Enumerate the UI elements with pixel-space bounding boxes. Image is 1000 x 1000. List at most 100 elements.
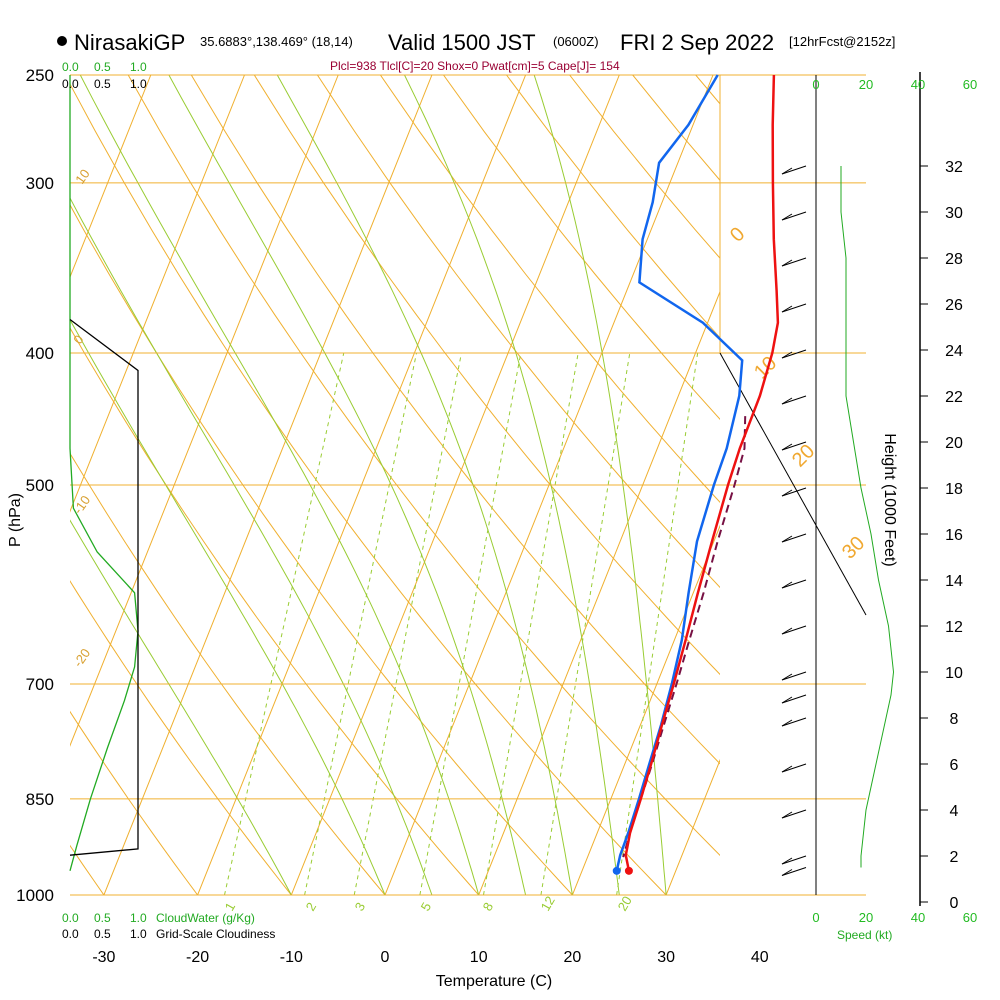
wind-barb <box>781 763 807 773</box>
wind-barb-flag <box>781 397 793 405</box>
indices-line: Plcl=938 Tlcl[C]=20 Shox=0 Pwat[cm]=5 Ca… <box>330 59 620 73</box>
wind-barb <box>781 441 807 451</box>
cloudwater-scale-tick: 0.0 <box>62 60 79 74</box>
wind-barb <box>781 717 807 727</box>
mixing-ratio-line <box>616 352 699 895</box>
wind-speed-line <box>840 166 895 868</box>
dry-adiabat-line <box>190 75 720 765</box>
moist-adiabat-line <box>276 75 573 895</box>
wind-barb <box>781 395 807 405</box>
temperature-tick-label: 40 <box>751 949 769 966</box>
wind-barb-flag <box>781 765 793 773</box>
pressure-tick-label: 850 <box>26 790 54 809</box>
cloudwater-scale-tick: 0.0 <box>62 911 79 925</box>
dry-adiabat-label: -20 <box>70 646 93 670</box>
height-tick-label: 0 <box>950 895 959 912</box>
temperature-line <box>624 74 780 872</box>
dry-adiabat-line <box>316 75 720 589</box>
cloudiness-scale-tick: 1.0 <box>130 77 147 91</box>
mixing-ratio-label: 8 <box>480 900 497 914</box>
height-tick-label: 24 <box>945 343 963 360</box>
dry-adiabat-line <box>379 75 720 504</box>
wind-barb-flag <box>781 535 793 543</box>
mixing-ratio-line <box>540 352 631 895</box>
speed-scale-tick: 20 <box>859 910 873 925</box>
cloudwater-scale-tick: 0.5 <box>94 911 111 925</box>
temperature-tick-label: 20 <box>564 949 582 966</box>
wind-barb <box>781 533 807 543</box>
speed-scale-tick: 60 <box>963 77 977 92</box>
station-dot-icon <box>57 36 67 46</box>
moist-adiabat-line <box>404 75 620 895</box>
height-tick-label: 4 <box>950 803 959 820</box>
cloudwater-scale-tick: 1.0 <box>130 911 147 925</box>
wind-barb <box>781 694 807 704</box>
side-panels <box>69 72 928 906</box>
dry-adiabat-line <box>253 75 720 676</box>
wind-barb-flag <box>781 167 793 175</box>
height-tick-label: 10 <box>945 665 963 682</box>
height-tick-label: 22 <box>945 389 963 406</box>
cloudiness-scale-tick: 0.0 <box>62 927 79 941</box>
dry-adiabat-line <box>443 75 720 420</box>
speed-scale-tick: 20 <box>859 77 873 92</box>
wind-barb <box>781 211 807 221</box>
temperature-tick-label: -10 <box>280 949 303 966</box>
temperature-tick-label: 30 <box>657 949 675 966</box>
height-tick-label: 14 <box>945 573 963 590</box>
cloudiness-scale-tick: 0.0 <box>62 77 79 91</box>
wind-barb-flag <box>781 811 793 819</box>
wind-barb <box>781 579 807 589</box>
y-axis-title: P (hPa) <box>7 493 24 547</box>
cloudiness-scale-tick: 1.0 <box>130 927 147 941</box>
valid-zulu: (0600Z) <box>553 34 599 49</box>
moist-adiabat-line <box>79 75 480 895</box>
dry-adiabat-label: 30 <box>838 532 869 563</box>
mixing-ratio-label: 20 <box>615 893 635 913</box>
dry-adiabat-line <box>506 75 720 339</box>
speed-scale-tick: 0 <box>812 77 819 92</box>
pressure-tick-label: 1000 <box>16 886 54 905</box>
mixing-ratio-label: 3 <box>352 900 369 914</box>
wind-barb <box>781 487 807 497</box>
cloudiness-line <box>69 318 139 856</box>
speed-scale-tick: 60 <box>963 910 977 925</box>
dry-adiabat-label: 10 <box>72 166 93 186</box>
wind-barb-flag <box>781 719 793 727</box>
profile-lines <box>612 74 780 875</box>
dewpoint-surface-dot <box>612 866 621 875</box>
axis-labels: 0.00.00.00.00.50.50.50.51.01.01.01.02503… <box>16 60 977 966</box>
height-tick-label: 30 <box>945 205 963 222</box>
temperature-tick-label: 10 <box>470 949 488 966</box>
mixing-ratio-line <box>353 352 462 895</box>
moist-adiabat-line <box>70 196 433 895</box>
wind-barb <box>781 257 807 267</box>
wind-barb-flag <box>781 351 793 359</box>
station-coords: 35.6883°,138.469° (18,14) <box>200 34 353 49</box>
height-tick-label: 20 <box>945 435 963 452</box>
temperature-tick-label: 0 <box>381 949 390 966</box>
dry-adiabat-line <box>70 326 480 895</box>
dry-adiabat-line <box>127 75 720 857</box>
height-tick-label: 18 <box>945 481 963 498</box>
valid-time: Valid 1500 JST <box>388 30 536 55</box>
wind-barb-flag <box>781 869 793 876</box>
mixing-ratio-label: 12 <box>538 893 558 913</box>
speed-label: Speed (kt) <box>837 928 892 942</box>
wind-barb-flag <box>781 857 793 865</box>
cloudwater-label: CloudWater (g/Kg) <box>156 911 255 925</box>
height-tick-label: 8 <box>950 711 959 728</box>
temperature-tick-label: -20 <box>186 949 209 966</box>
height-tick-label: 32 <box>945 159 963 176</box>
temperature-surface-dot <box>624 866 633 875</box>
dewpoint-line <box>615 74 744 872</box>
speed-scale-tick: 0 <box>812 910 819 925</box>
pressure-tick-label: 700 <box>26 675 54 694</box>
x-axis-title: Temperature (C) <box>436 973 552 990</box>
height-tick-label: 28 <box>945 251 963 268</box>
dry-adiabat-label: 0 <box>726 223 749 246</box>
height-axis-title: Height (1000 Feet) <box>881 433 898 566</box>
moist-adiabat-line <box>70 519 292 895</box>
